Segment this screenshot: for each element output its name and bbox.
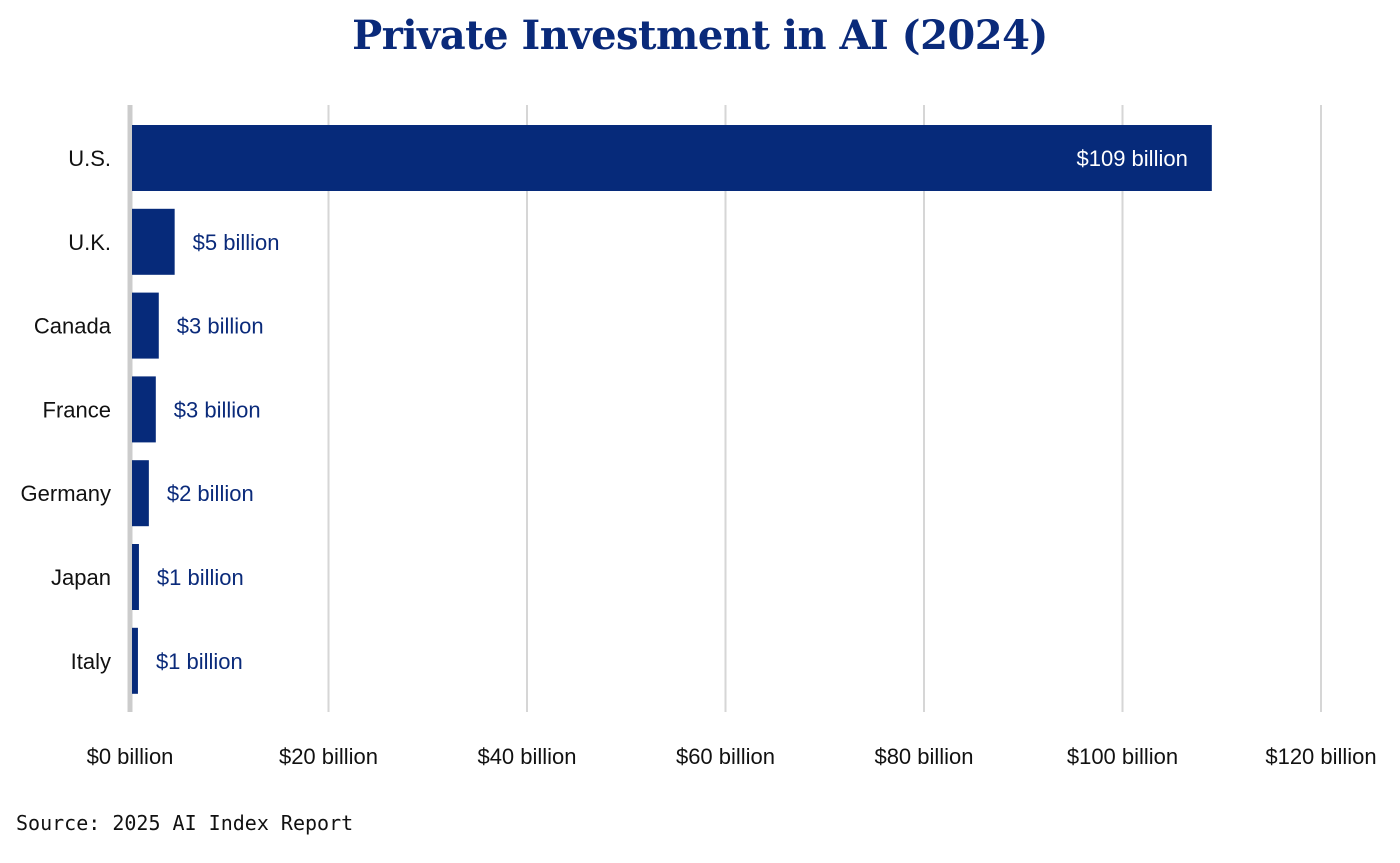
category-label: Canada bbox=[34, 314, 112, 339]
x-tick-label: $40 billion bbox=[477, 744, 576, 769]
data-label: $109 billion bbox=[1077, 146, 1188, 171]
x-tick-label: $120 billion bbox=[1265, 744, 1376, 769]
bar bbox=[132, 376, 156, 443]
x-tick-label: $80 billion bbox=[874, 744, 973, 769]
x-tick-label: $100 billion bbox=[1067, 744, 1178, 769]
bar bbox=[132, 125, 1212, 191]
category-label: U.K. bbox=[68, 230, 111, 255]
category-label: U.S. bbox=[68, 146, 111, 171]
bar bbox=[132, 460, 149, 527]
category-label: Italy bbox=[71, 649, 111, 674]
bar bbox=[132, 544, 139, 610]
gridlines bbox=[127, 105, 1322, 712]
bar bbox=[132, 627, 138, 694]
source-note: Source: 2025 AI Index Report bbox=[16, 811, 354, 835]
labels: $0 billion $20 billion $40 billion $60 bill… bbox=[21, 146, 1377, 769]
x-tick-label: $20 billion bbox=[279, 744, 378, 769]
data-label: $3 billion bbox=[174, 397, 261, 422]
x-tick-label: $60 billion bbox=[676, 744, 775, 769]
x-tick-label: $0 billion bbox=[87, 744, 174, 769]
bars bbox=[132, 125, 1212, 694]
category-label: Japan bbox=[51, 565, 111, 590]
data-label: $1 billion bbox=[156, 649, 243, 674]
data-label: $1 billion bbox=[157, 565, 244, 590]
data-label: $5 billion bbox=[193, 230, 280, 255]
data-label: $3 billion bbox=[177, 314, 264, 339]
bar bbox=[132, 292, 159, 359]
chart-title: Private Investment in AI (2024) bbox=[352, 12, 1048, 59]
data-label: $2 billion bbox=[167, 481, 254, 506]
category-label: France bbox=[43, 397, 111, 422]
bar bbox=[132, 208, 175, 275]
category-label: Germany bbox=[21, 481, 111, 506]
